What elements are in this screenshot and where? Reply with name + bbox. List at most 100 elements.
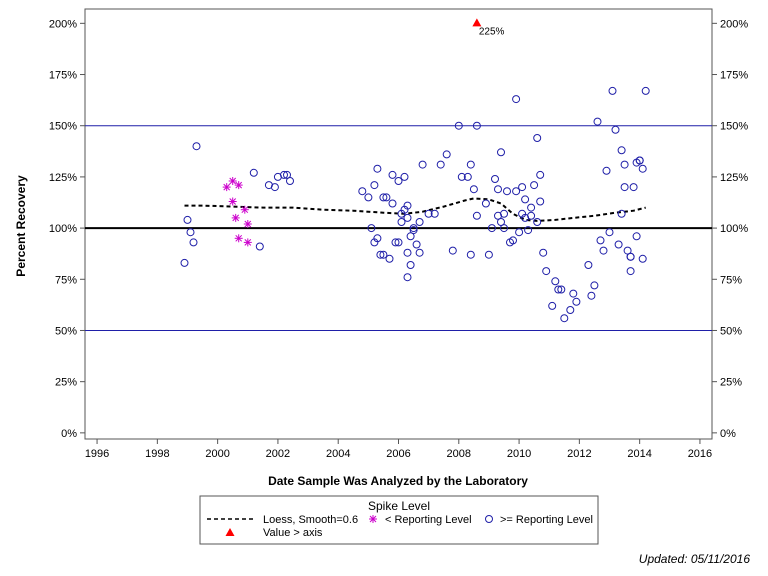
data-point-above-reporting xyxy=(587,291,596,300)
data-point-above-reporting xyxy=(527,211,536,220)
data-point-above-reporting xyxy=(358,187,367,196)
data-point-above-reporting xyxy=(551,277,560,286)
data-point-above-reporting xyxy=(566,306,575,314)
data-point-above-reporting xyxy=(397,218,406,226)
legend-triangle-swatch xyxy=(225,528,235,536)
data-point-above-reporting xyxy=(536,170,545,179)
data-point-above-reporting xyxy=(186,228,195,237)
y-tick-label-right: 175% xyxy=(720,70,748,82)
data-point-above-reporting xyxy=(524,226,533,235)
data-point-above-reporting xyxy=(530,181,539,190)
data-point-above-reporting xyxy=(515,228,524,237)
data-point-above-reporting xyxy=(412,240,421,249)
y-tick-label: 75% xyxy=(55,274,77,286)
updated-footnote: Updated: 05/11/2016 xyxy=(638,552,750,566)
data-point-below-reporting xyxy=(234,181,243,190)
data-point-above-reporting xyxy=(542,267,551,276)
data-point-above-reporting xyxy=(442,150,451,159)
y-tick-label-right: 150% xyxy=(720,121,748,133)
data-point-above-reporting xyxy=(596,236,605,245)
data-point-below-reporting xyxy=(243,238,252,247)
data-point-above-reporting xyxy=(635,156,644,165)
data-point-above-reporting xyxy=(521,195,530,204)
off-axis-label: 225% xyxy=(479,26,505,37)
data-point-above-reporting xyxy=(364,193,373,202)
data-point-above-reporting xyxy=(189,238,198,247)
y-tick-label-right: 50% xyxy=(720,325,742,337)
y-tick-label: 25% xyxy=(55,377,77,389)
data-point-above-reporting xyxy=(286,177,294,185)
y-tick-label-right: 200% xyxy=(720,18,748,30)
data-point-above-reporting xyxy=(409,224,418,233)
y-tick-label: 50% xyxy=(55,325,77,337)
data-point-above-reporting xyxy=(518,183,527,192)
data-point-above-reporting xyxy=(512,95,521,104)
data-point-above-reporting xyxy=(436,160,445,169)
data-point-above-reporting xyxy=(584,261,593,269)
data-point-above-reporting xyxy=(632,232,641,241)
data-point-above-reporting xyxy=(270,183,279,192)
data-point-above-reporting xyxy=(379,250,388,259)
data-point-above-reporting xyxy=(554,285,563,294)
data-point-above-reporting xyxy=(394,177,403,185)
data-point-above-reporting xyxy=(593,117,602,126)
y-tick-label-right: 100% xyxy=(720,223,748,235)
data-point-above-reporting xyxy=(415,248,424,257)
x-tick-label: 2006 xyxy=(386,448,410,460)
data-point-above-reporting xyxy=(629,183,638,192)
x-tick-label: 2010 xyxy=(507,448,531,460)
data-point-above-reporting xyxy=(418,160,427,169)
x-tick-label: 2012 xyxy=(567,448,591,460)
data-point-below-reporting xyxy=(228,197,237,206)
data-point-above-reporting xyxy=(509,236,517,245)
data-point-above-reporting xyxy=(641,86,650,95)
data-point-above-reporting xyxy=(623,246,632,255)
data-point-above-reporting xyxy=(415,218,424,226)
data-point-above-reporting xyxy=(481,199,490,208)
data-point-above-reporting xyxy=(466,160,475,169)
data-point-above-reporting xyxy=(626,252,635,261)
data-point-above-reporting xyxy=(388,170,397,179)
y-tick-label-right: 0% xyxy=(720,428,736,440)
x-tick-label: 2016 xyxy=(688,448,712,460)
y-tick-label: 125% xyxy=(49,172,77,184)
data-point-above-reporting xyxy=(183,215,192,224)
loess-curve xyxy=(184,197,646,222)
data-point-above-reporting xyxy=(409,226,418,235)
data-point-above-reporting xyxy=(376,250,385,259)
y-axis-title: Percent Recovery xyxy=(14,175,28,277)
data-point-below-reporting xyxy=(222,183,231,192)
x-tick-label: 2008 xyxy=(447,448,471,460)
data-point-above-reporting xyxy=(590,281,599,290)
data-point-above-reporting xyxy=(548,301,557,310)
data-point-above-reporting xyxy=(370,181,379,190)
data-point-above-reporting xyxy=(379,193,388,202)
y-tick-label: 200% xyxy=(49,18,77,30)
data-point-above-reporting xyxy=(536,197,545,206)
data-point-above-reporting xyxy=(500,224,508,233)
y-tick-label-right: 125% xyxy=(720,172,748,184)
legend-loess-label: Loess, Smooth=0.6 xyxy=(263,514,358,526)
data-point-above-reporting xyxy=(599,246,608,255)
data-point-above-reporting xyxy=(406,261,415,269)
data-point-above-reporting xyxy=(638,164,647,173)
data-point-above-reporting xyxy=(572,297,581,306)
data-point-above-reporting xyxy=(608,86,617,95)
legend: Spike Level Loess, Smooth=0.6 < Reportin… xyxy=(199,495,599,545)
data-point-above-reporting xyxy=(424,209,433,218)
x-tick-label: 1998 xyxy=(145,448,169,460)
data-point-above-reporting xyxy=(602,166,611,175)
data-point-above-reporting xyxy=(388,199,397,208)
data-point-above-reporting xyxy=(497,148,505,157)
y-axis-left: 0% 25% 50% 75% 100% 125% 150% 175% 200% xyxy=(49,18,85,440)
reference-lines xyxy=(85,125,712,331)
data-point-above-reporting xyxy=(638,254,647,263)
y-tick-label: 100% xyxy=(49,223,77,235)
data-point-above-reporting xyxy=(394,238,403,247)
x-axis: 1996 1998 2000 2002 2004 2006 2008 2010 2012 2014… xyxy=(85,439,712,460)
x-tick-label: 2004 xyxy=(326,448,350,460)
off-axis-marker xyxy=(472,18,482,27)
data-point-above-reporting xyxy=(512,187,521,196)
data-point-above-reporting xyxy=(611,125,620,134)
data-point-above-reporting xyxy=(466,250,475,259)
